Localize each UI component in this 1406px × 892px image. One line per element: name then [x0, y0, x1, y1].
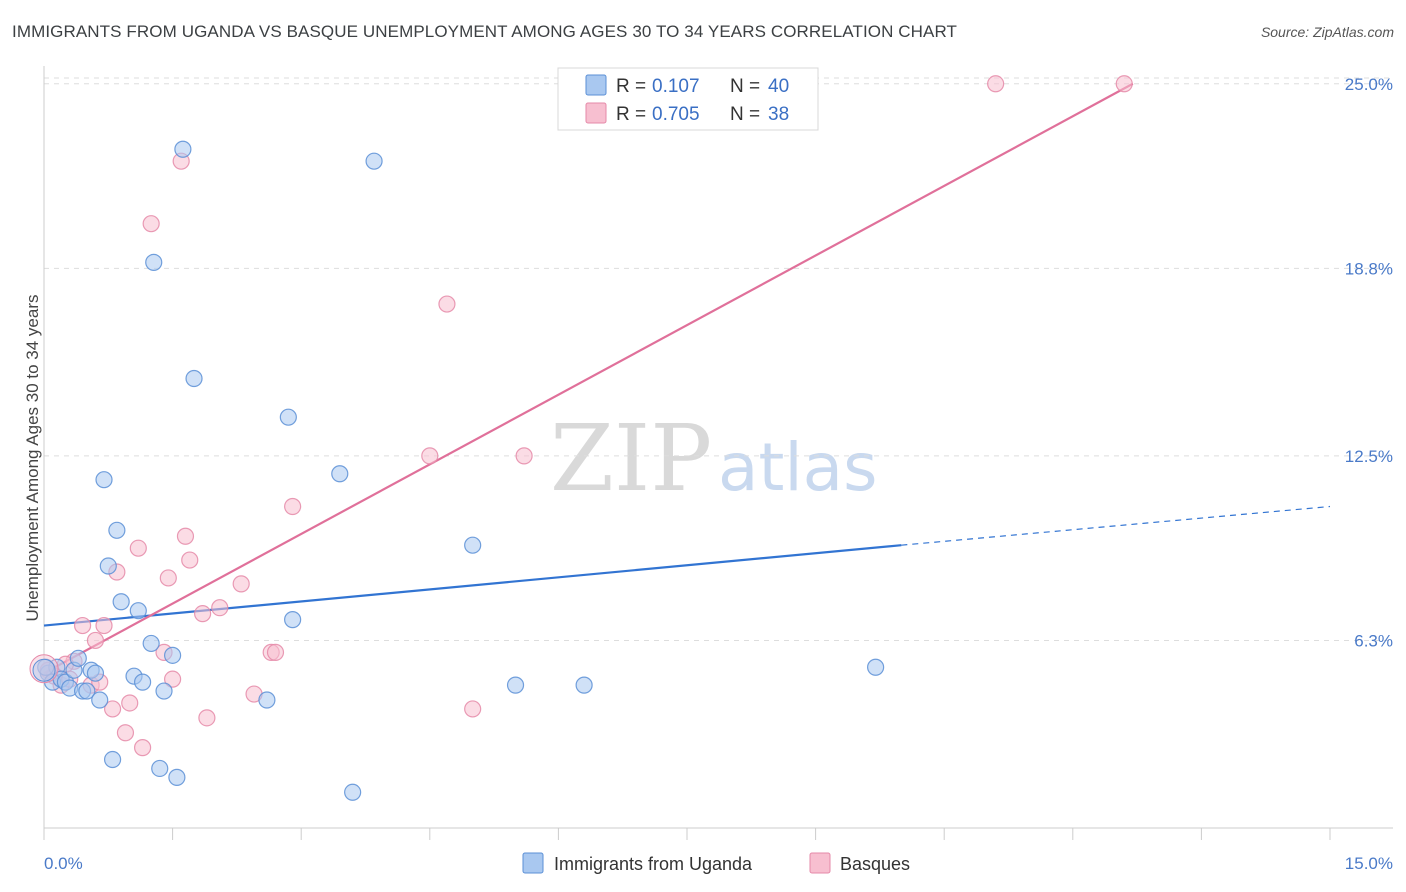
- uganda-point: [174, 140, 192, 158]
- basque-point: [159, 569, 177, 587]
- legend-n-value-1: 40: [768, 76, 789, 97]
- uganda-point: [168, 768, 186, 786]
- basque-point: [232, 575, 250, 593]
- y-tick-label: 18.8%: [1345, 259, 1393, 278]
- y-tick-label: 25.0%: [1345, 75, 1393, 94]
- uganda-point: [506, 676, 525, 694]
- uganda-point: [151, 759, 169, 778]
- uganda-point: [155, 682, 173, 700]
- y-tick-label: 12.5%: [1345, 447, 1393, 466]
- uganda-point: [32, 658, 56, 682]
- legend-swatch-basques: [585, 102, 607, 124]
- basque-point: [133, 739, 152, 757]
- basque-point: [164, 670, 182, 688]
- basque-point: [142, 215, 160, 233]
- basque-trend-line: [43, 82, 1134, 675]
- basque-point: [515, 447, 533, 465]
- basque-point: [284, 497, 302, 516]
- data-points: [29, 75, 1133, 801]
- uganda-point: [86, 664, 105, 682]
- legend-swatch-uganda: [585, 74, 607, 96]
- y-tick-label: 6.3%: [1354, 631, 1393, 650]
- basque-point: [86, 631, 105, 650]
- basque-point: [421, 447, 439, 465]
- uganda-point: [258, 691, 276, 709]
- ticks: 6.3% 12.5% 18.8% 25.0%: [1345, 75, 1393, 651]
- uganda-trend-line: [43, 544, 902, 627]
- series-legend: Immigrants from Uganda Basques: [522, 852, 910, 874]
- uganda-point: [344, 783, 362, 801]
- watermark-atlas: atlas: [718, 429, 878, 506]
- uganda-point: [867, 658, 885, 676]
- uganda-point: [575, 676, 593, 694]
- basque-point: [121, 694, 139, 712]
- basque-point: [987, 75, 1005, 93]
- basque-point: [176, 527, 195, 545]
- uganda-point: [103, 750, 122, 769]
- stats-legend: R = 0.107 N = 40 R = 0.705 N = 38: [557, 67, 819, 131]
- bottom-legend-swatch-uganda: [522, 852, 544, 874]
- uganda-point: [133, 673, 152, 691]
- uganda-point: [331, 465, 349, 483]
- gridlines: [44, 77, 1393, 641]
- basque-point: [464, 700, 482, 718]
- uganda-point: [142, 634, 160, 653]
- bottom-legend-label-uganda: Immigrants from Uganda: [554, 854, 753, 874]
- basque-point: [129, 539, 147, 557]
- x-tick-label-right: 15.0%: [1345, 854, 1393, 873]
- uganda-point: [99, 557, 117, 575]
- uganda-point: [78, 682, 96, 700]
- uganda-point: [91, 691, 109, 709]
- uganda-point: [129, 602, 147, 620]
- legend-r-label-1: R =: [616, 76, 646, 97]
- basque-point: [73, 616, 92, 635]
- basque-point: [211, 599, 229, 617]
- legend-n-label-2: N =: [730, 104, 760, 125]
- basque-point: [194, 605, 212, 623]
- basque-point: [95, 616, 113, 635]
- basque-point: [181, 551, 199, 569]
- watermark-zip: ZIP: [550, 405, 712, 512]
- x-tick-label-left: 0.0%: [44, 854, 83, 873]
- source-label: Source: ZipAtlas.com: [1260, 24, 1394, 40]
- basque-point: [198, 709, 216, 727]
- bottom-legend-label-basques: Basques: [840, 854, 910, 874]
- basque-point: [266, 643, 285, 661]
- legend-r-value-2: 0.705: [652, 104, 700, 125]
- legend-r-value-1: 0.107: [652, 76, 700, 97]
- uganda-trend-extension: [901, 505, 1331, 546]
- legend-n-label-1: N =: [730, 76, 760, 97]
- basque-point: [116, 724, 135, 742]
- trend-lines: [43, 82, 1331, 675]
- uganda-point: [365, 152, 383, 170]
- uganda-point: [95, 471, 113, 489]
- uganda-point: [279, 408, 297, 426]
- basque-point: [438, 295, 456, 313]
- uganda-point: [112, 593, 130, 611]
- uganda-point: [284, 611, 302, 629]
- uganda-point: [69, 649, 87, 667]
- bottom-legend-swatch-basques: [809, 852, 831, 874]
- uganda-point: [185, 369, 203, 388]
- basque-point: [1115, 75, 1133, 93]
- y-axis-title: Unemployment Among Ages 30 to 34 years: [23, 295, 42, 622]
- legend-n-value-2: 38: [768, 104, 789, 125]
- basque-point: [103, 700, 122, 718]
- uganda-point: [108, 521, 126, 539]
- legend-r-label-2: R =: [616, 104, 646, 125]
- uganda-point: [145, 253, 163, 271]
- axes: [43, 66, 1393, 840]
- uganda-point: [464, 536, 482, 554]
- uganda-point: [164, 646, 182, 664]
- chart-title: IMMIGRANTS FROM UGANDA VS BASQUE UNEMPLO…: [12, 22, 958, 41]
